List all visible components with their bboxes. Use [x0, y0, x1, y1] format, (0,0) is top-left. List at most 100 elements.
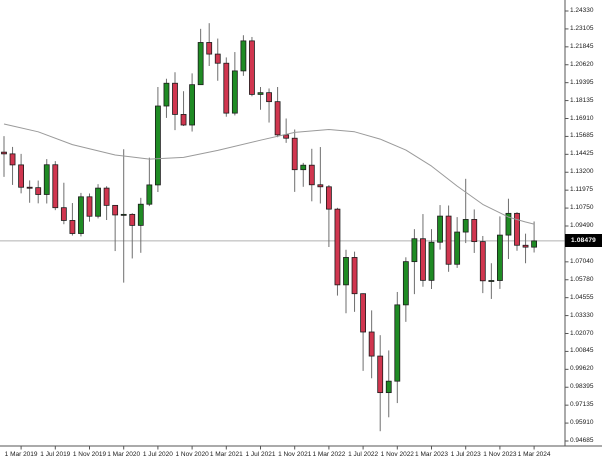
candle-body-bear: [35, 187, 42, 195]
y-axis-label: 0.99620: [570, 365, 594, 373]
x-axis-label: 1 Nov 2019: [72, 451, 107, 458]
candle-body-bull: [343, 257, 349, 286]
y-axis-label: 1.09490: [570, 222, 594, 229]
y-axis-label: 1.21845: [570, 42, 594, 50]
candle-body-bull: [394, 304, 401, 382]
candle-body-bear: [522, 244, 529, 248]
candle-body-bear: [420, 238, 426, 281]
moving-average-line: [3, 123, 535, 225]
candle-body-bull: [402, 261, 409, 306]
x-axis-label: 1 Nov 2020: [175, 451, 209, 458]
candle-body-bull: [437, 215, 443, 243]
candle-body-bear: [129, 213, 136, 226]
y-axis-label: 1.03330: [570, 311, 594, 319]
candle-body-bear: [18, 164, 25, 188]
x-axis-label: 1 Jul 2020: [142, 451, 173, 458]
candle-body-bull: [531, 240, 537, 248]
x-axis-label: 1 Mar 2020: [107, 451, 141, 458]
candle-body-bear: [445, 215, 452, 265]
candle-body-bull: [411, 238, 418, 263]
candle-body-bear: [172, 82, 178, 115]
y-axis-label: 1.02070: [570, 329, 594, 337]
y-axis-label: 0.94685: [570, 437, 594, 444]
x-axis-label: 1 Mar 2021: [209, 451, 243, 458]
x-axis-label: 1 Nov 2023: [483, 451, 517, 458]
candle-body-bull: [154, 105, 161, 186]
candle-body-bear: [471, 219, 478, 243]
candle-body-bear: [308, 164, 315, 186]
x-axis-label: 1 Mar 2023: [415, 451, 448, 458]
candle-body-bear: [180, 114, 187, 126]
y-axis-label: 1.19395: [570, 78, 594, 86]
candle-body-bull: [428, 241, 435, 281]
y-axis-label: 1.18135: [570, 96, 594, 104]
candle-body-bear: [266, 92, 272, 103]
candle-body-bear: [377, 355, 384, 394]
candle-body-bear: [360, 293, 367, 333]
candle-body-bear: [514, 212, 520, 246]
current-price-badge: 1.08479: [565, 234, 602, 248]
x-axis-label: 1 Mar 2024: [517, 451, 551, 458]
candle-body-bull: [505, 212, 512, 236]
y-axis-label: 0.97135: [570, 401, 594, 409]
y-axis-label: 1.24330: [570, 7, 594, 14]
y-axis-label: 0.98395: [570, 383, 594, 391]
candle-body-bear: [26, 186, 33, 189]
candle-body-bear: [334, 208, 341, 286]
x-axis-label: 1 Nov 2021: [278, 451, 312, 458]
candle-body-bear: [112, 204, 119, 216]
x-axis-label: 1 Nov 2022: [380, 451, 414, 458]
candle-body-bull: [231, 70, 238, 114]
candle-body-bear: [249, 40, 255, 95]
y-axis-label: 1.13200: [570, 168, 594, 176]
candle-body-bull: [197, 42, 204, 86]
candle-body-bull: [300, 164, 307, 171]
candle-body-bear: [223, 62, 230, 114]
y-axis-label: 1.00845: [570, 347, 594, 355]
y-axis-label: 1.10750: [570, 204, 594, 212]
x-axis-label: 1 Jul 2021: [245, 451, 276, 458]
x-axis-label: 1 Jul 2022: [348, 451, 379, 458]
x-axis-label: 1 Mar 2019: [4, 451, 38, 458]
candle-body-bull: [189, 84, 196, 126]
candle-body-bear: [60, 207, 67, 221]
candle-body-bear: [214, 53, 221, 64]
candle-body-bear: [69, 220, 76, 234]
candle-body-bear: [9, 153, 16, 166]
candle-body-bear: [325, 186, 332, 210]
candle-body-bull: [454, 231, 461, 265]
y-axis-label: 1.05780: [570, 275, 594, 283]
y-axis-label: 0.95910: [570, 419, 594, 427]
candle-body-bull: [240, 40, 247, 72]
y-axis-label: 1.16910: [570, 114, 594, 122]
candle-body-bull: [120, 213, 127, 216]
candle-body-bear: [291, 137, 298, 171]
candle-body-bull: [95, 187, 101, 217]
candle-body-bear: [206, 42, 213, 55]
candle-body-bear: [1, 151, 7, 155]
x-axis-label: 1 Jul 2019: [40, 451, 71, 458]
candle-body-bear: [317, 184, 324, 188]
candle-body-bear: [274, 101, 281, 136]
y-axis-label: 1.15685: [570, 132, 594, 140]
x-axis-label: 1 Jul 2023: [450, 451, 481, 458]
candle-body-bear: [52, 164, 59, 209]
x-axis-label: 1 Mar 2022: [312, 451, 346, 458]
y-axis-label: 1.23105: [570, 24, 594, 32]
candle-body-bull: [137, 203, 144, 226]
candle-body-bear: [368, 331, 375, 357]
candle-body-bear: [86, 196, 93, 217]
y-axis-label: 1.14425: [570, 150, 594, 158]
y-axis-label: 1.11975: [570, 186, 594, 194]
candle-body-bear: [479, 241, 486, 282]
y-axis-label: 1.04555: [570, 293, 594, 301]
candle-body-bear: [283, 134, 290, 139]
y-axis-label: 1.20620: [570, 60, 594, 68]
candle-body-bear: [103, 187, 110, 206]
candle-body-bull: [385, 380, 392, 394]
candle-body-bull: [488, 280, 495, 282]
y-axis-label: 1.07040: [570, 257, 594, 265]
candle-body-bull: [146, 184, 153, 205]
